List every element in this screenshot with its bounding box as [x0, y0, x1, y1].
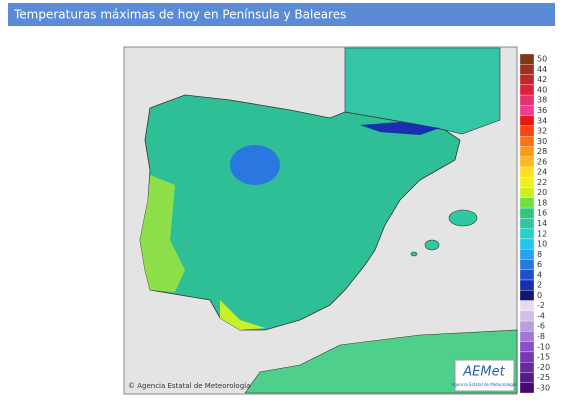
legend-swatch: [519, 64, 535, 75]
legend-label: -15: [537, 353, 550, 362]
legend-swatch: [519, 269, 535, 281]
map: © Agencia Estatal de Meteorología AEMet …: [123, 46, 518, 395]
legend: 5044424038363432302826242220181614121086…: [519, 53, 550, 394]
legend-swatch: [519, 290, 535, 301]
legend-swatch: [519, 197, 535, 209]
legend-swatch: [519, 259, 535, 270]
legend-label: -2: [537, 301, 545, 310]
legend-swatch: [519, 279, 535, 291]
legend-label: -6: [537, 322, 545, 331]
legend-swatch: [519, 187, 535, 198]
island: [410, 251, 418, 257]
legend-label: 22: [537, 178, 547, 187]
island: [424, 239, 440, 251]
legend-label: -4: [537, 311, 545, 320]
legend-label: -20: [537, 363, 550, 372]
legend-swatch: [519, 53, 535, 65]
legend-swatch: [519, 300, 535, 311]
legend-label: 16: [537, 209, 547, 218]
legend-swatch: [519, 372, 535, 383]
legend-label: 40: [537, 85, 547, 94]
legend-label: 4: [537, 270, 542, 279]
legend-swatch: [519, 351, 535, 363]
legend-swatch: [519, 218, 535, 229]
legend-label: 44: [537, 65, 547, 74]
warm-west: [140, 175, 185, 292]
legend-swatch: [519, 84, 535, 96]
legend-swatch: [519, 310, 535, 322]
legend-label: 50: [537, 55, 547, 64]
legend-swatch: [519, 146, 535, 157]
header-title: Temperaturas máximas de hoy en Península…: [13, 8, 346, 22]
cold-pyrenees: [360, 122, 440, 135]
legend-label: 0: [537, 291, 542, 300]
legend-label: 2: [537, 281, 542, 290]
legend-swatch: [519, 228, 535, 240]
legend-label: -10: [537, 342, 550, 351]
logo-subtitle: Agencia Estatal de Meteorología: [452, 382, 517, 387]
legend-label: 12: [537, 229, 547, 238]
legend-swatch: [519, 341, 535, 353]
legend-label: 38: [537, 96, 547, 105]
legend-swatch: [519, 136, 535, 147]
legend-label: -8: [537, 332, 545, 341]
legend-label: 10: [537, 240, 547, 249]
legend-label: 24: [537, 168, 547, 177]
warm-south: [220, 300, 265, 330]
legend-label: 6: [537, 260, 542, 269]
legend-swatch: [519, 320, 535, 332]
legend-label: 18: [537, 198, 547, 207]
legend-label: 34: [537, 116, 547, 125]
legend-label: 42: [537, 75, 547, 84]
legend-label: 32: [537, 127, 547, 136]
legend-swatch: [519, 382, 535, 394]
legend-swatch: [519, 94, 535, 106]
legend-label: 14: [537, 219, 547, 228]
island: [448, 209, 478, 227]
legend-label: 8: [537, 250, 542, 259]
legend-swatch: [519, 249, 535, 260]
legend-swatch: [519, 115, 535, 127]
legend-swatch: [519, 331, 535, 342]
legend-label: 28: [537, 147, 547, 156]
legend-label: 30: [537, 137, 547, 146]
legend-label: 36: [537, 106, 547, 115]
legend-label: 20: [537, 188, 547, 197]
legend-swatch: [519, 362, 535, 373]
cold-center: [230, 145, 280, 185]
legend-swatch: [519, 125, 535, 137]
legend-swatch: [519, 166, 535, 178]
legend-swatch: [519, 156, 535, 168]
legend-swatch: [519, 105, 535, 116]
logo-text: AEMet: [462, 365, 505, 380]
legend-swatch: [519, 207, 535, 219]
copyright: © Agencia Estatal de Meteorología: [128, 382, 250, 390]
legend-swatch: [519, 74, 535, 85]
legend-swatch: [519, 238, 535, 250]
africa: [244, 329, 518, 394]
legend-label: -25: [537, 373, 550, 382]
logo-box: [454, 359, 515, 392]
legend-label: -30: [537, 383, 550, 392]
legend-swatch: [519, 177, 535, 188]
header-bar: [8, 3, 555, 26]
legend-label: 26: [537, 157, 547, 166]
